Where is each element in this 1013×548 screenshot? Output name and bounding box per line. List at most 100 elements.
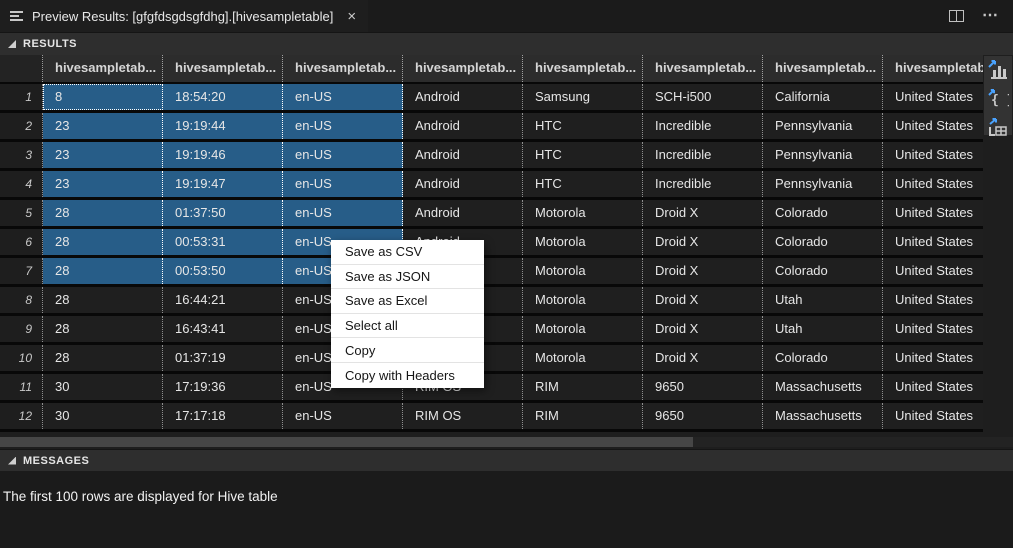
menu-item-copy[interactable]: Copy [331,338,484,363]
grid-cell[interactable]: Pennsylvania [763,142,883,168]
grid-cell[interactable]: Colorado [763,200,883,226]
grid-cell[interactable]: 28 [43,258,163,284]
grid-cell[interactable]: en-US [283,113,403,139]
grid-cell[interactable]: Motorola [523,345,643,371]
grid-cell[interactable]: Android [403,113,523,139]
messages-section-header[interactable]: MESSAGES [0,449,1013,471]
grid-cell[interactable]: 01:37:50 [163,200,283,226]
collapse-arrow-icon[interactable] [8,456,16,465]
grid-cell[interactable]: Pennsylvania [763,113,883,139]
grid-cell[interactable]: Incredible [643,113,763,139]
grid-cell[interactable]: RIM [523,403,643,429]
grid-cell[interactable]: HTC [523,113,643,139]
grid-cell[interactable]: 19:19:47 [163,171,283,197]
row-number[interactable]: 1 [0,84,43,110]
grid-cell[interactable]: Motorola [523,200,643,226]
menu-item-save-as-csv[interactable]: Save as CSV [331,240,484,265]
grid-cell[interactable]: Utah [763,316,883,342]
grid-cell[interactable]: 23 [43,113,163,139]
grid-header-cell-7[interactable]: hivesampletab... [763,55,883,82]
grid-cell[interactable]: Droid X [643,200,763,226]
results-section-header[interactable]: RESULTS [0,32,1013,55]
grid-cell[interactable]: 00:53:50 [163,258,283,284]
grid-cell[interactable]: Droid X [643,287,763,313]
more-actions-icon[interactable]: ⋯ [982,7,999,24]
save-as-json-icon[interactable]: { } [987,87,1013,109]
grid-cell[interactable]: 17:19:36 [163,374,283,400]
grid-cell[interactable]: en-US [283,200,403,226]
grid-cell[interactable]: 01:37:19 [163,345,283,371]
collapse-arrow-icon[interactable] [8,40,16,48]
grid-cell[interactable]: 00:53:31 [163,229,283,255]
grid-cell[interactable]: 23 [43,171,163,197]
grid-cell[interactable]: Android [403,171,523,197]
grid-cell[interactable]: HTC [523,142,643,168]
row-number[interactable]: 6 [0,229,43,255]
grid-cell[interactable]: Massachusetts [763,403,883,429]
grid-cell[interactable]: Pennsylvania [763,171,883,197]
save-as-csv-icon[interactable] [987,58,1009,80]
grid-cell[interactable]: en-US [283,171,403,197]
grid-header-cell-1[interactable]: hivesampletab... [43,55,163,82]
grid-cell[interactable]: Android [403,200,523,226]
grid-cell[interactable]: en-US [283,403,403,429]
grid-cell[interactable]: en-US [283,142,403,168]
grid-cell[interactable]: RIM [523,374,643,400]
save-as-excel-icon[interactable] [987,116,1009,138]
grid-cell[interactable]: Android [403,84,523,110]
grid-cell[interactable]: 9650 [643,403,763,429]
grid-cell[interactable]: 28 [43,287,163,313]
grid-cell[interactable]: Massachusetts [763,374,883,400]
grid-cell[interactable]: Utah [763,287,883,313]
split-editor-icon[interactable] [949,10,964,22]
grid-corner-cell[interactable] [0,55,43,82]
grid-cell[interactable]: Droid X [643,345,763,371]
grid-cell[interactable]: 28 [43,229,163,255]
grid-cell[interactable]: 19:19:46 [163,142,283,168]
grid-cell[interactable]: 28 [43,316,163,342]
grid-cell[interactable]: Motorola [523,316,643,342]
grid-cell[interactable]: 16:43:41 [163,316,283,342]
grid-cell[interactable]: Motorola [523,258,643,284]
grid-cell[interactable]: 18:54:20 [163,84,283,110]
grid-cell[interactable]: 16:44:21 [163,287,283,313]
row-number[interactable]: 5 [0,200,43,226]
row-number[interactable]: 11 [0,374,43,400]
row-number[interactable]: 8 [0,287,43,313]
grid-cell[interactable]: 30 [43,374,163,400]
tab-preview-results[interactable]: Preview Results: [gfgfdsgdsgfdhg].[hives… [0,0,369,32]
grid-cell[interactable]: 28 [43,345,163,371]
grid-header-cell-4[interactable]: hivesampletab... [403,55,523,82]
grid-cell[interactable]: Droid X [643,258,763,284]
grid-cell[interactable]: 19:19:44 [163,113,283,139]
menu-item-copy-with-headers[interactable]: Copy with Headers [345,367,455,383]
grid-cell[interactable]: Colorado [763,345,883,371]
row-number[interactable]: 10 [0,345,43,371]
grid-cell[interactable]: Colorado [763,258,883,284]
row-number[interactable]: 9 [0,316,43,342]
grid-cell[interactable]: Motorola [523,287,643,313]
row-number[interactable]: 3 [0,142,43,168]
grid-cell[interactable]: en-US [283,84,403,110]
grid-cell[interactable]: HTC [523,171,643,197]
row-number[interactable]: 7 [0,258,43,284]
grid-cell[interactable]: 17:17:18 [163,403,283,429]
grid-cell[interactable]: 28 [43,200,163,226]
grid-cell[interactable]: Incredible [643,142,763,168]
grid-cell[interactable]: Motorola [523,229,643,255]
horizontal-scrollbar-track[interactable] [0,437,1013,447]
menu-item-save-as-json[interactable]: Save as JSON [331,265,484,290]
grid-header-cell-6[interactable]: hivesampletab... [643,55,763,82]
grid-header-cell-2[interactable]: hivesampletab... [163,55,283,82]
grid-cell[interactable]: 9650 [643,374,763,400]
grid-cell[interactable]: California [763,84,883,110]
row-number[interactable]: 2 [0,113,43,139]
grid-cell[interactable]: Droid X [643,229,763,255]
menu-item-save-as-excel[interactable]: Save as Excel [331,289,484,314]
grid-cell[interactable]: 8 [43,84,163,110]
menu-item-select-all[interactable]: Select all [331,314,484,339]
horizontal-scrollbar-thumb[interactable] [0,437,693,447]
grid-cell[interactable]: Incredible [643,171,763,197]
grid-header-cell-5[interactable]: hivesampletab... [523,55,643,82]
grid-header-cell-3[interactable]: hivesampletab... [283,55,403,82]
